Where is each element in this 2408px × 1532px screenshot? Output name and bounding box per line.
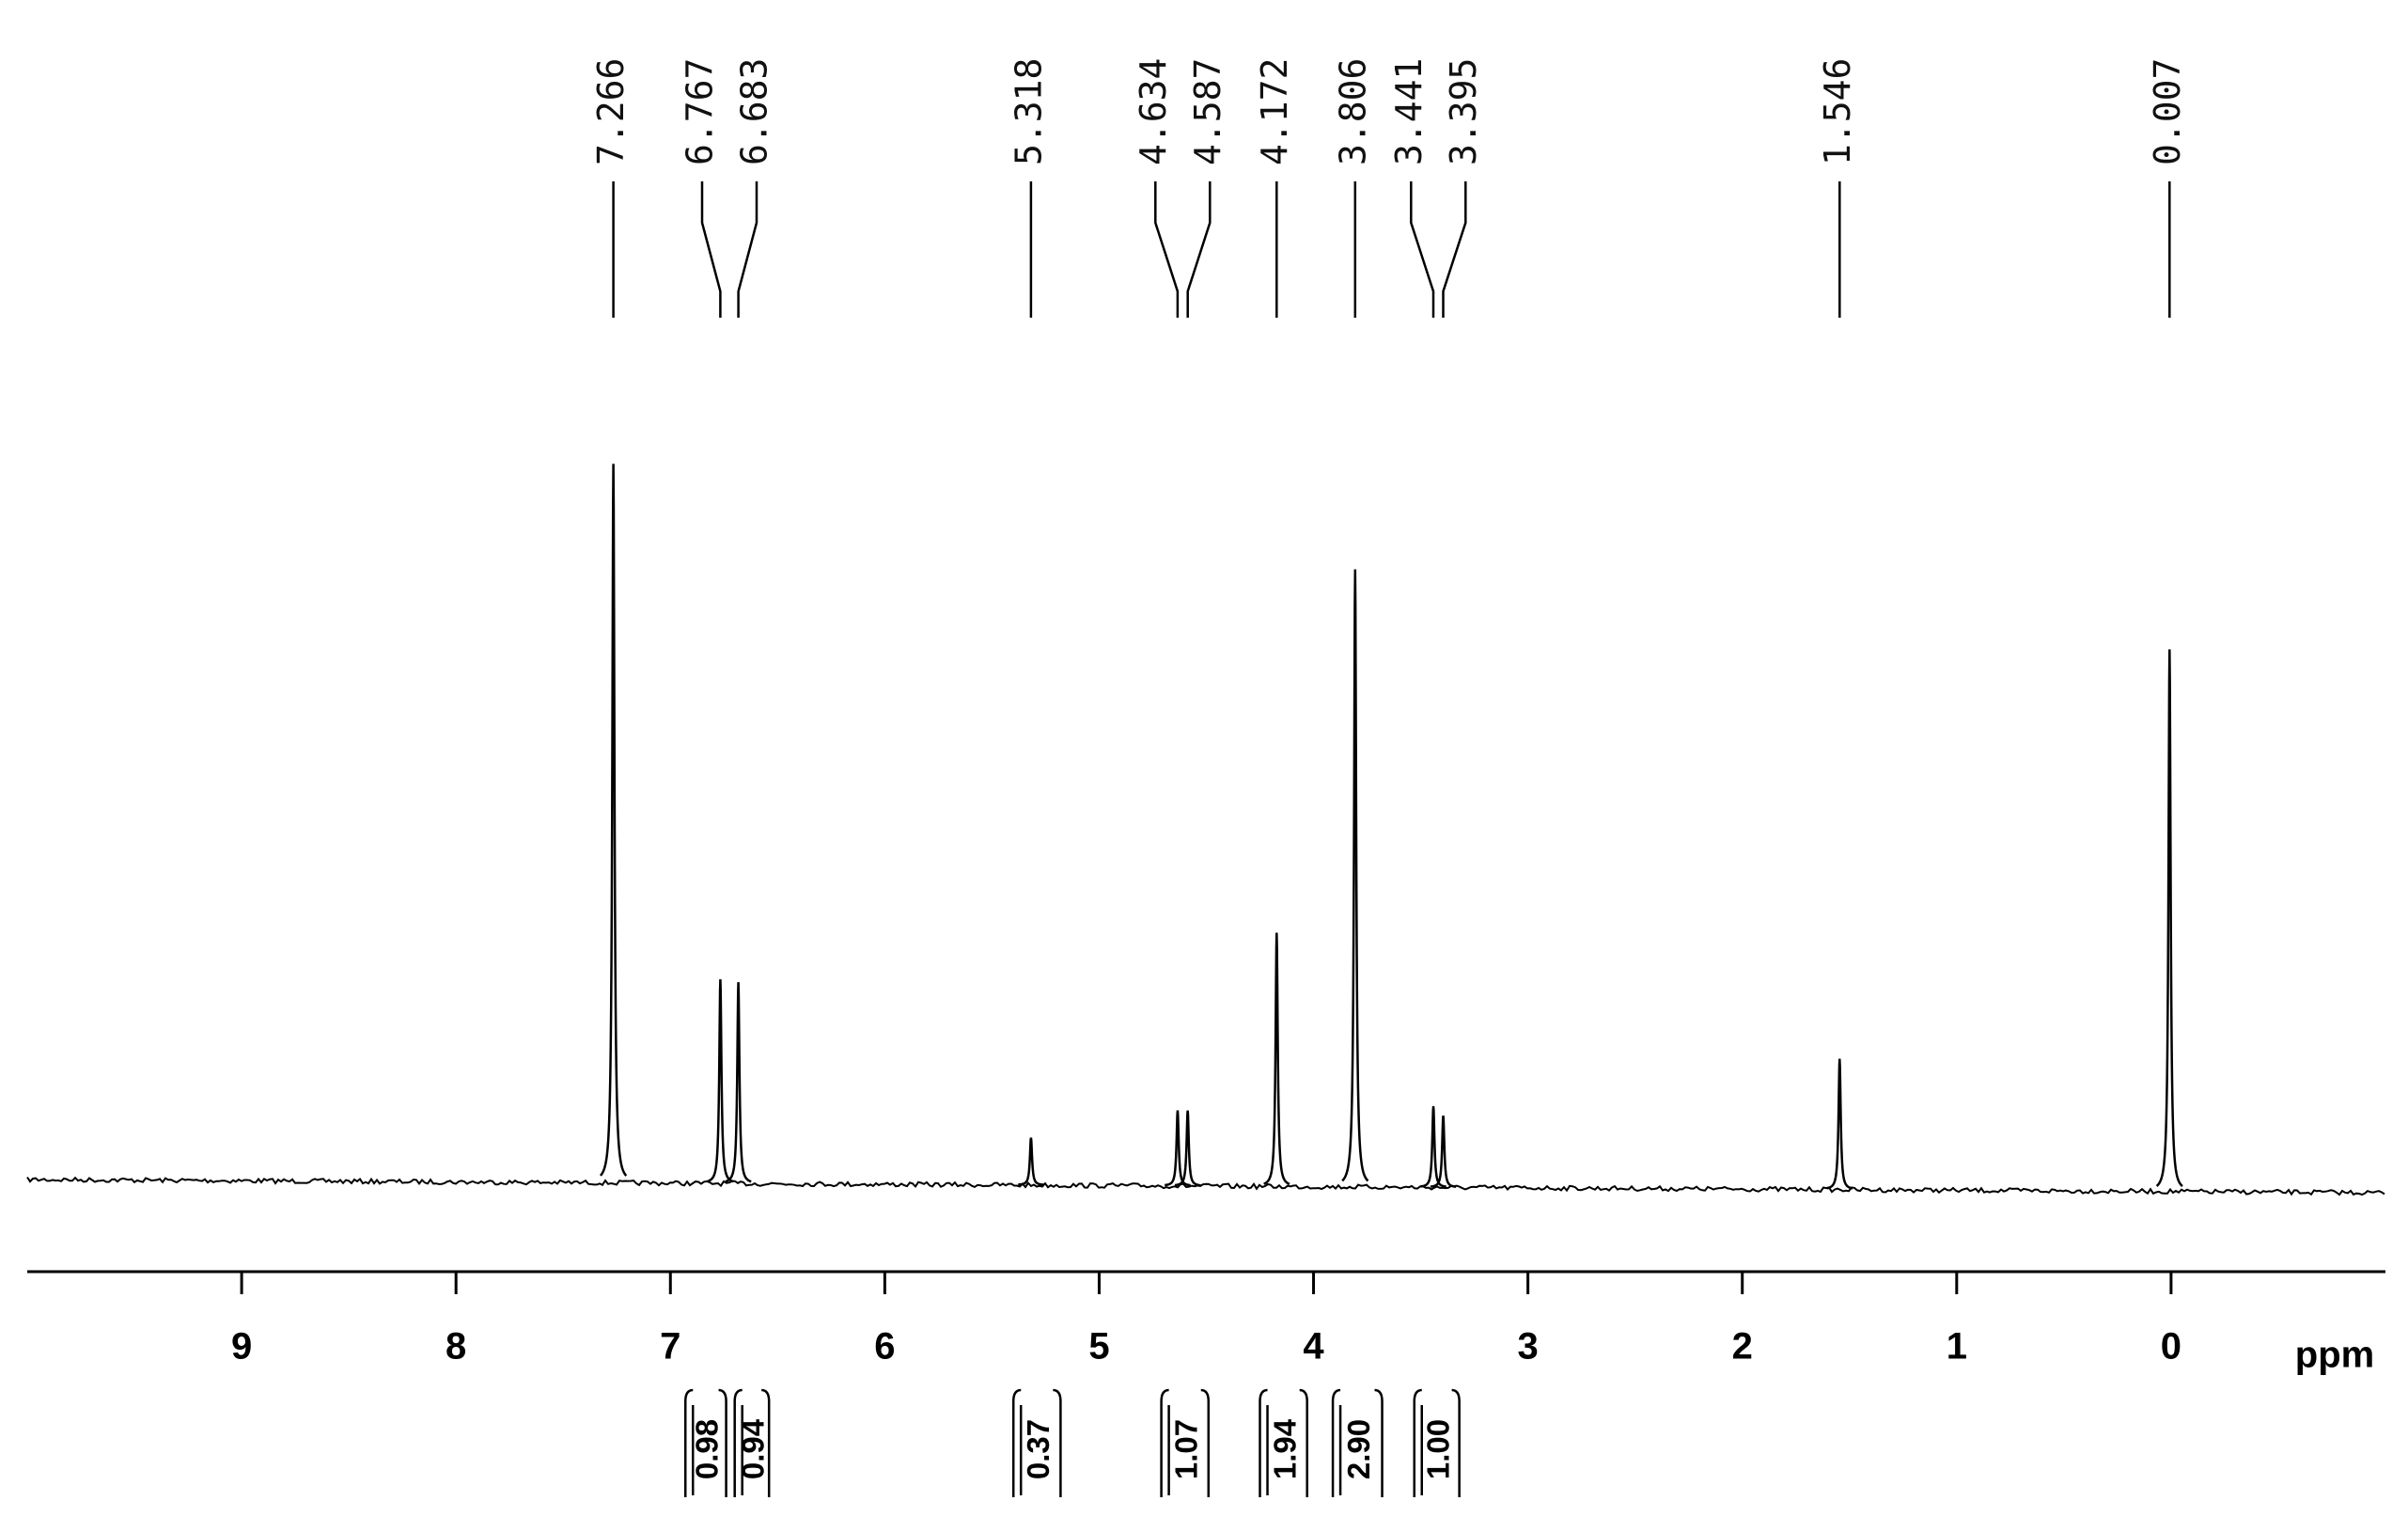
integral-bracket — [683, 1388, 727, 1497]
peak — [1165, 1110, 1191, 1187]
integral-label: 1.07 — [1168, 1419, 1203, 1479]
integral-bracket — [1011, 1388, 1062, 1497]
integral-label: 0.94 — [736, 1418, 771, 1479]
peak-connector — [1442, 181, 1467, 318]
peak-label: 4.587 — [1187, 58, 1228, 165]
peak — [1263, 932, 1290, 1185]
integral-bracket — [733, 1388, 771, 1497]
peak — [1430, 1115, 1457, 1188]
peak-label: 3.806 — [1332, 58, 1373, 165]
peak-connector — [1186, 181, 1212, 318]
integral-label: 0.37 — [1021, 1419, 1055, 1479]
baseline-trace — [26, 1176, 2385, 1196]
peak — [1174, 1110, 1201, 1187]
x-tick-label: 3 — [1518, 1326, 1539, 1368]
peak — [1341, 569, 1369, 1182]
x-tick-label: 7 — [660, 1326, 680, 1368]
x-tick-label: 8 — [446, 1326, 466, 1368]
x-tick-label: 5 — [1088, 1326, 1109, 1368]
peak-label: 3.395 — [1443, 58, 1484, 165]
peak — [2155, 649, 2183, 1188]
peak-label: 7.266 — [590, 58, 632, 165]
peak-label: 4.634 — [1133, 58, 1174, 165]
peak — [1826, 1058, 1853, 1190]
peak-label: 3.441 — [1388, 58, 1430, 165]
peak-connector — [737, 181, 758, 318]
x-tick-label: 2 — [1732, 1326, 1753, 1368]
peak-label: 5.318 — [1008, 58, 1049, 165]
peak-label: 1.546 — [1817, 58, 1858, 165]
x-tick-label: 0 — [2161, 1326, 2181, 1368]
peak-label: 6.767 — [680, 58, 721, 165]
peak — [599, 463, 628, 1177]
peak-label: 6.683 — [734, 58, 775, 165]
integral-bracket — [1413, 1388, 1461, 1497]
x-tick-label: 1 — [1947, 1326, 1967, 1368]
integral-label: 1.00 — [1420, 1419, 1455, 1479]
peak-label: 0.007 — [2147, 58, 2188, 165]
integral-bracket — [1331, 1388, 1384, 1497]
integral-label: 0.98 — [690, 1419, 725, 1479]
x-tick-label: 4 — [1303, 1326, 1324, 1368]
integral-label: 2.90 — [1341, 1419, 1376, 1479]
x-tick-label: 9 — [231, 1326, 252, 1368]
peak-connector — [1410, 181, 1435, 318]
integral-bracket — [1259, 1388, 1308, 1497]
peak-connector — [700, 181, 722, 318]
peak — [1420, 1105, 1446, 1188]
peak — [725, 981, 752, 1183]
peak-label: 4.172 — [1254, 58, 1295, 165]
x-tick-label: 6 — [874, 1326, 895, 1368]
peak — [1018, 1137, 1044, 1186]
peak-connector — [1154, 181, 1180, 318]
integral-label: 1.94 — [1267, 1418, 1302, 1479]
x-axis-label: ppm — [2295, 1335, 2374, 1376]
integral-bracket — [1160, 1388, 1211, 1497]
